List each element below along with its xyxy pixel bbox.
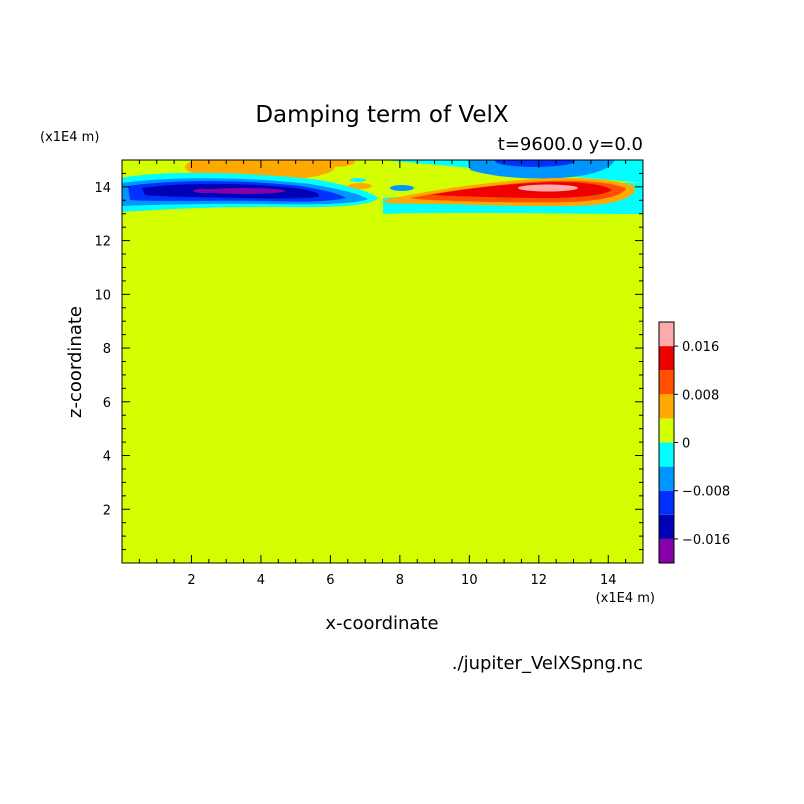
y-tick-label: 14 — [94, 181, 111, 196]
contour-upper-left-positive-edge — [315, 160, 355, 167]
colorbar-swatch — [659, 514, 674, 539]
colorbar-swatch — [659, 538, 674, 563]
x-tick-label: 10 — [461, 573, 478, 588]
source-file-label: ./jupiter_VelXSpng.nc — [452, 653, 643, 674]
colorbar-swatch — [659, 346, 674, 371]
colorbar-tick-label: 0.008 — [682, 388, 719, 403]
colorbar-swatch — [659, 418, 674, 443]
colorbar-swatch — [659, 466, 674, 491]
colorbar: 0.016 0.008 0 −0.008 −0.016 — [658, 321, 730, 564]
contour-upper-right-blue — [495, 160, 575, 167]
x-tick-label: 6 — [326, 573, 334, 588]
contour-discontinuity — [381, 160, 383, 216]
contour-small-cyan-left — [390, 185, 414, 191]
x-axis-title: x-coordinate — [325, 613, 438, 634]
x-axis: 2 4 6 8 10 12 14 — [138, 160, 627, 588]
chart-subtitle: t=9600.0 y=0.0 — [498, 134, 643, 155]
chart-title: Damping term of VelX — [255, 102, 509, 128]
contour-upper-left-purple-2 — [193, 189, 217, 193]
colorbar-tick-label: 0 — [682, 437, 690, 452]
colorbar-tick-label: −0.016 — [682, 533, 730, 548]
y-axis: 2 4 6 8 10 12 14 — [94, 172, 643, 551]
x-tick-label: 4 — [257, 573, 265, 588]
x-tick-label: 14 — [600, 573, 617, 588]
contour-fields — [122, 160, 643, 216]
y-tick-label: 12 — [94, 235, 111, 250]
y-tick-label: 6 — [103, 396, 111, 411]
colorbar-swatch — [659, 322, 674, 347]
colorbar-swatch — [659, 442, 674, 467]
y-tick-label: 8 — [103, 342, 111, 357]
y-unit-label: (x1E4 m) — [40, 130, 99, 145]
y-tick-label: 4 — [103, 450, 111, 465]
y-tick-label: 10 — [94, 288, 111, 303]
x-tick-label: 12 — [531, 573, 548, 588]
colorbar-tick-label: 0.016 — [682, 340, 719, 355]
x-tick-label: 2 — [187, 573, 195, 588]
y-tick-label: 2 — [103, 503, 111, 518]
plot-area — [121, 159, 644, 564]
colorbar-swatch — [659, 490, 674, 515]
x-tick-label: 8 — [396, 573, 404, 588]
contour-center-orange — [348, 183, 372, 189]
colorbar-swatch — [659, 394, 674, 419]
colorbar-swatch — [659, 370, 674, 395]
x-unit-label: (x1E4 m) — [596, 591, 655, 606]
contour-upper-left-purple — [205, 188, 285, 194]
y-axis-title: z-coordinate — [65, 306, 86, 418]
zero-level-fill — [122, 160, 643, 563]
contour-upper-right-pink — [518, 184, 578, 192]
colorbar-tick-label: −0.008 — [682, 485, 730, 500]
contour-center-cyan — [350, 178, 366, 182]
